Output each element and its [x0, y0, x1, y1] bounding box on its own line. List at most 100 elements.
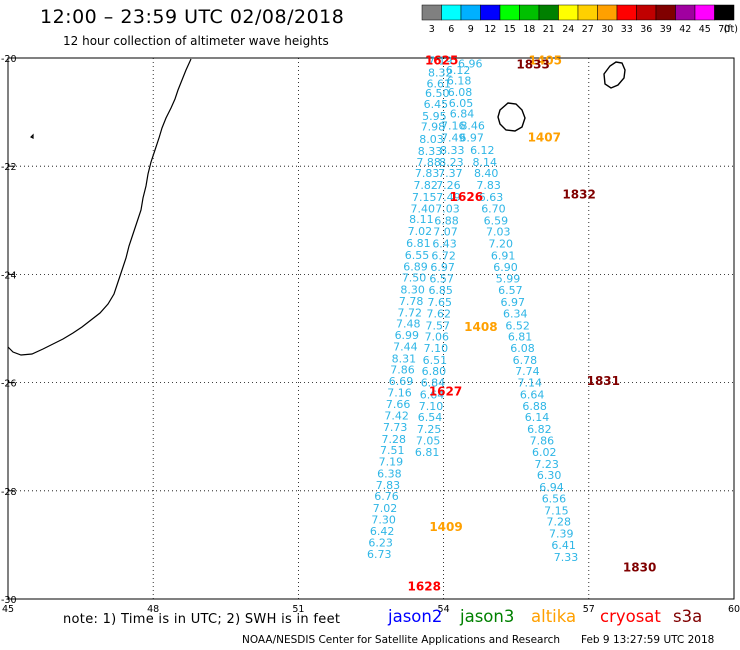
- swh-value: 6.81: [415, 446, 440, 459]
- lon-tick-label: 51: [292, 604, 304, 615]
- colorbar-swatch: [460, 4, 481, 21]
- swh-value: 6.97: [501, 296, 526, 309]
- swh-value: 7.28: [381, 433, 406, 446]
- mauritius-island: [603, 61, 626, 89]
- swh-values-layer: 7.198.326.616.506.455.957.988.038.337.88…: [367, 55, 578, 564]
- swh-value: 6.72: [431, 249, 456, 262]
- track-time-label: 1405: [529, 54, 562, 68]
- swh-value: 6.56: [542, 492, 567, 505]
- colorbar-unit: (ft): [724, 24, 738, 35]
- swh-value: 6.64: [520, 389, 545, 402]
- swh-value: 6.69: [389, 375, 414, 388]
- swh-value: 7.03: [486, 226, 511, 239]
- swh-value: 7.66: [386, 398, 411, 411]
- swh-value: 6.51: [423, 354, 448, 367]
- swh-value: 7.06: [425, 331, 450, 344]
- swh-value: 6.78: [513, 354, 538, 367]
- footer-note: note: 1) Time is in UTC; 2) SWH is in fe…: [63, 612, 341, 627]
- swh-value: 6.84: [421, 377, 446, 390]
- swh-value: 6.23: [368, 537, 393, 550]
- swh-value: 6.50: [425, 87, 450, 100]
- lat-tick-label: -30: [1, 595, 17, 606]
- swh-value: 5.95: [422, 110, 447, 123]
- swh-value: 8.33: [440, 144, 465, 157]
- colorbar-swatch: [480, 4, 501, 21]
- swh-value: 6.88: [522, 400, 547, 413]
- colorbar-swatch: [675, 4, 696, 21]
- map-subtitle: 12 hour collection of altimeter wave hei…: [63, 34, 329, 48]
- track-time-label: 1409: [429, 520, 462, 534]
- swh-value: 7.02: [373, 502, 398, 515]
- lon-tick-label: 57: [583, 604, 595, 615]
- colorbar-label: 3: [429, 24, 435, 35]
- track-time-label: 1627: [429, 385, 462, 399]
- track-time-label: 1830: [623, 561, 656, 575]
- track-time-label: 1408: [464, 320, 497, 334]
- swh-value: 7.62: [427, 307, 452, 320]
- colorbar-swatch: [694, 4, 715, 21]
- colorbar-label: 21: [543, 24, 555, 35]
- colorbar-label: 33: [621, 24, 633, 35]
- colorbar-swatch: [636, 4, 657, 21]
- swh-value: 6.91: [491, 249, 516, 262]
- swh-value: 6.88: [434, 214, 459, 227]
- colorbar-swatch: [597, 4, 618, 21]
- issued-timestamp: Feb 9 13:27:59 UTC 2018: [581, 634, 715, 646]
- swh-value: 7.14: [518, 377, 543, 390]
- colorbar-label: 45: [699, 24, 711, 35]
- swh-value: 7.82: [413, 179, 438, 192]
- swh-value: 6.02: [532, 446, 557, 459]
- swh-value: 8.30: [400, 284, 425, 297]
- credit-line: NOAA/NESDIS Center for Satellite Applica…: [242, 634, 560, 646]
- swh-value: 6.55: [405, 249, 430, 262]
- swh-value: 6.96: [458, 57, 483, 70]
- swh-value: 6.80: [422, 365, 447, 378]
- swh-value: 6.41: [551, 539, 576, 552]
- colorbar-swatch: [421, 4, 442, 21]
- swh-value: 7.42: [384, 410, 409, 423]
- colorbar-label: 27: [582, 24, 594, 35]
- swh-value: 7.49: [436, 191, 461, 204]
- swh-value: 6.82: [527, 423, 552, 436]
- swh-value: 7.44: [393, 340, 418, 353]
- colorbar-label: 12: [484, 24, 496, 35]
- map-grid: [8, 58, 734, 599]
- swh-value: 8.40: [474, 167, 499, 180]
- swh-value: 6.38: [377, 467, 402, 480]
- swh-value: 6.08: [448, 86, 473, 99]
- swh-value: 6.89: [403, 260, 428, 273]
- lat-tick-label: -26: [1, 379, 17, 390]
- swh-value: 6.63: [479, 191, 504, 204]
- swh-value: 8.32: [428, 67, 453, 80]
- legend-s3a: s3a: [673, 607, 703, 626]
- colorbar-swatch: [655, 4, 676, 21]
- swh-value: 6.12: [446, 64, 471, 77]
- swh-value: 8.23: [439, 156, 464, 169]
- swh-value: 7.28: [547, 516, 572, 529]
- swh-value: 7.30: [371, 513, 396, 526]
- swh-value: 7.50: [402, 272, 427, 285]
- swh-value: 6.99: [395, 329, 420, 342]
- swh-value: 7.51: [380, 444, 405, 457]
- swh-value: 7.19: [428, 55, 453, 68]
- track-time-label: 1833: [516, 57, 549, 71]
- swh-value: 7.25: [417, 423, 442, 436]
- swh-value: 8.14: [472, 156, 497, 169]
- small-island-west: [29, 133, 34, 139]
- track-time-label: 1625: [425, 54, 458, 68]
- colorbar: 3 6 9 12 15 18 21 24 27 30 33 36 39 42 45 70(ft): [421, 4, 738, 35]
- swh-value: 8.11: [409, 213, 434, 226]
- swh-value: 6.81: [508, 331, 533, 344]
- swh-value: 7.74: [515, 365, 540, 378]
- swh-value: 7.57: [426, 319, 451, 332]
- swh-value: 6.94: [539, 481, 564, 494]
- swh-value: 7.86: [390, 364, 415, 377]
- swh-value: 7.88: [416, 156, 441, 169]
- swh-value: 6.90: [493, 261, 518, 274]
- swh-value: 7.10: [419, 400, 444, 413]
- swh-value: 7.83: [376, 479, 401, 492]
- swh-value: 6.14: [525, 411, 550, 424]
- colorbar-label: 15: [504, 24, 516, 35]
- map-title: 12:00 – 23:59 UTC 02/08/2018: [40, 6, 345, 28]
